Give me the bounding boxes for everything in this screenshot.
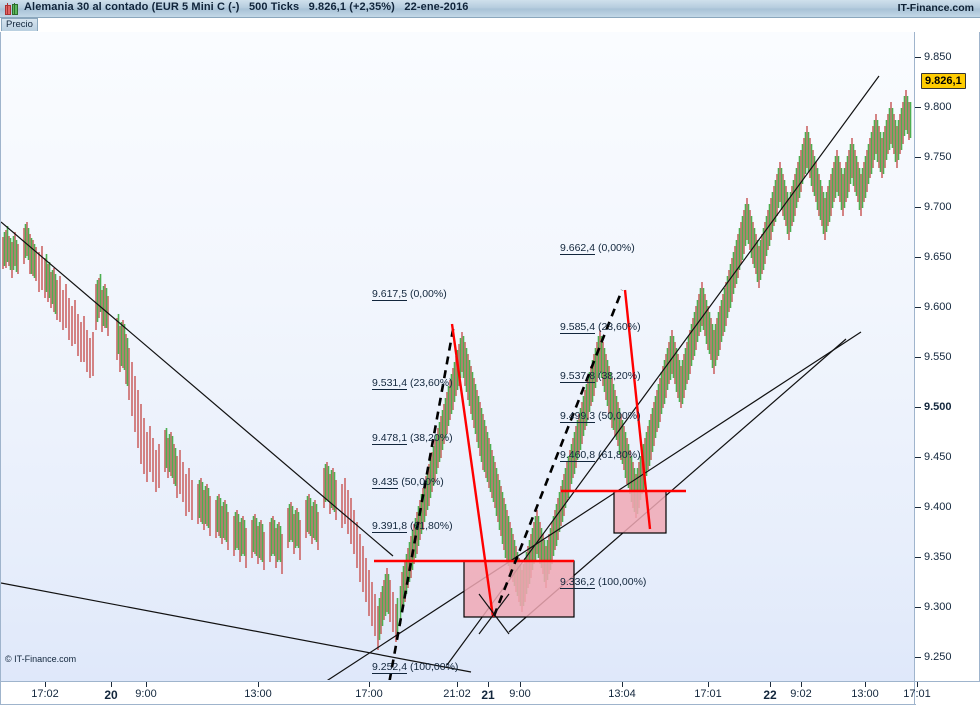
price-tick	[915, 607, 921, 608]
title-text: Alemania 30 al contado (EUR 5 Mini C (-)…	[24, 1, 469, 13]
price-tick-label: 9.400	[924, 501, 952, 513]
price-tick	[915, 407, 921, 408]
time-tick	[45, 682, 46, 687]
price-tick-label: 9.250	[924, 651, 952, 663]
fib-label-right-618: 9.460,8 (61,80%)	[560, 449, 641, 462]
watermark-label: © IT-Finance.com	[5, 654, 77, 664]
fib-label-left-618: 9.391,8 (61,80%)	[372, 520, 453, 533]
time-tick	[770, 682, 771, 687]
time-tick-label: 17:00	[355, 688, 383, 700]
time-tick-label: 9:00	[509, 688, 531, 700]
brand-label: IT-Finance.com	[897, 2, 974, 14]
time-axis[interactable]: 17:02 20 9:00 13:00 17:00 21:02 21 9:00 13:04 17:…	[0, 682, 931, 704]
retracement-leg-right	[492, 289, 624, 617]
candlestick-icon	[5, 3, 19, 15]
time-tick	[520, 682, 521, 687]
fib-zones	[463, 490, 667, 618]
time-tick-label: 13:00	[851, 688, 879, 700]
time-tick-label: 17:01	[903, 688, 931, 700]
impulse-leg-right	[623, 289, 652, 530]
time-tick	[708, 682, 709, 687]
time-tick	[917, 682, 918, 687]
price-tick-label: 9.800	[924, 101, 952, 113]
time-tick-label: 22	[763, 688, 777, 702]
last-price-label: 9.826,1	[921, 72, 966, 89]
fib-label-left-236: 9.531,4 (23,60%)	[372, 377, 453, 390]
fib-label-left-382: 9.478,1 (38,20%)	[372, 432, 453, 445]
time-tick	[622, 682, 623, 687]
fib-label-left-100: 9.252,4 (100,00%)	[372, 661, 459, 674]
price-tick	[915, 207, 921, 208]
price-tick-label: 9.350	[924, 551, 952, 563]
time-tick	[369, 682, 370, 687]
impulse-legs	[450, 289, 652, 618]
time-tick-label: 17:02	[31, 688, 59, 700]
time-tick-label: 13:04	[608, 688, 636, 700]
demand-zone-right	[613, 490, 667, 534]
price-candles	[2, 90, 912, 650]
time-tick-label: 13:00	[244, 688, 272, 700]
retracement-legs	[388, 289, 624, 680]
time-tick-label: 21:02	[443, 688, 471, 700]
time-axis-baseline	[0, 704, 916, 705]
fib-label-right-50: 9.499,3 (50,00%)	[560, 410, 641, 423]
fib-label-left-50: 9.435 (50,00%)	[372, 476, 444, 489]
title-bar: Alemania 30 al contado (EUR 5 Mini C (-)…	[0, 0, 980, 18]
time-tick	[865, 682, 866, 687]
trendline-descending-lower	[1, 582, 472, 673]
price-tick-label: 9.750	[924, 151, 952, 163]
price-tick	[915, 307, 921, 308]
chart-plot-area[interactable]: 9.617,5 (0,00%) 9.531,4 (23,60%) 9.478,1…	[0, 32, 915, 682]
time-tick	[488, 682, 489, 687]
retracement-leg-left	[388, 323, 456, 680]
tab-precio[interactable]: Precio	[1, 18, 38, 31]
fib-label-right-382: 9.537,8 (38,20%)	[560, 370, 641, 383]
price-tick	[915, 257, 921, 258]
price-tick-label: 9.450	[924, 451, 952, 463]
price-tick-label: 9.500	[924, 401, 952, 413]
time-tick-label: 9:00	[135, 688, 157, 700]
demand-zone-left	[463, 560, 575, 618]
time-tick	[146, 682, 147, 687]
price-tick-label: 9.850	[924, 51, 952, 63]
price-tick-label: 9.650	[924, 251, 952, 263]
price-tick	[915, 507, 921, 508]
time-tick-label: 21	[481, 688, 495, 702]
price-tick-label: 9.300	[924, 601, 952, 613]
price-tick	[915, 157, 921, 158]
price-tick	[915, 657, 921, 658]
price-tick-label: 9.700	[924, 201, 952, 213]
time-tick	[258, 682, 259, 687]
price-tick	[915, 557, 921, 558]
fib-label-left-0: 9.617,5 (0,00%)	[372, 288, 447, 301]
price-tick	[915, 457, 921, 458]
price-tick	[915, 107, 921, 108]
support-levels	[374, 489, 686, 563]
trendline-ascending-lower	[326, 331, 862, 680]
fib-label-right-100: 9.336,2 (100,00%)	[560, 576, 647, 589]
time-tick	[111, 682, 112, 687]
time-tick-label: 20	[104, 688, 118, 702]
price-tick-label: 9.600	[924, 301, 952, 313]
price-tick-label: 9.550	[924, 351, 952, 363]
time-tick-label: 9:02	[790, 688, 812, 700]
tab-bar: Precio	[0, 18, 980, 32]
cross-markers	[478, 593, 510, 635]
time-tick	[801, 682, 802, 687]
price-tick	[915, 357, 921, 358]
time-tick	[457, 682, 458, 687]
impulse-leg-left	[450, 323, 495, 618]
price-axis[interactable]: 9.850 9.800 9.750 9.700 9.650 9.600 9.550 9.500…	[915, 32, 980, 682]
fib-label-right-0: 9.662,4 (0,00%)	[560, 242, 635, 255]
fib-label-right-236: 9.585,4 (23,60%)	[560, 321, 641, 334]
time-tick-label: 17:01	[694, 688, 722, 700]
price-tick	[915, 57, 921, 58]
trendline-descending-upper	[1, 221, 394, 557]
